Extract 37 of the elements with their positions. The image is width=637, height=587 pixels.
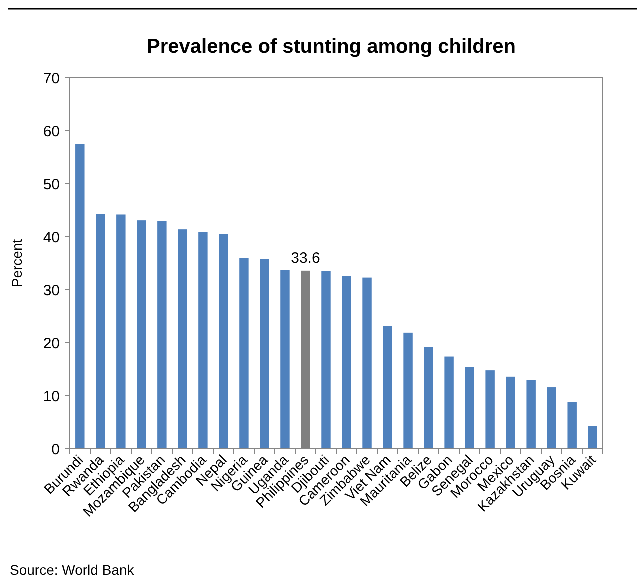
y-tick-label: 30 <box>43 282 60 300</box>
bar <box>568 402 577 449</box>
bar <box>322 271 331 449</box>
y-tick-label: 60 <box>43 123 60 140</box>
bar <box>158 221 167 449</box>
bar <box>444 356 454 449</box>
bar <box>76 144 85 449</box>
bar <box>96 214 106 449</box>
bar <box>424 347 434 449</box>
bar <box>280 270 290 449</box>
bar <box>178 230 188 449</box>
y-tick-label: 10 <box>43 388 60 406</box>
chart-title: Prevalence of stunting among children <box>147 36 516 58</box>
bar <box>588 426 598 449</box>
bar <box>342 276 352 449</box>
bar <box>219 234 228 449</box>
bar <box>404 332 413 449</box>
bar <box>260 259 270 449</box>
bar <box>116 214 126 449</box>
bar <box>506 376 516 449</box>
bar <box>526 380 536 449</box>
bar <box>383 326 392 449</box>
bar <box>465 367 474 449</box>
y-tick-label: 0 <box>52 441 60 458</box>
bar <box>198 232 208 449</box>
bar <box>137 220 146 449</box>
y-tick-label: 20 <box>43 335 60 352</box>
y-tick-label: 70 <box>43 70 60 88</box>
y-axis-title: Percent <box>9 239 25 288</box>
y-tick-label: 40 <box>43 229 60 246</box>
bar <box>547 388 556 449</box>
bar <box>240 258 249 449</box>
y-tick-label: 50 <box>43 176 60 194</box>
bar <box>486 370 495 449</box>
bar <box>362 278 372 449</box>
source-note: Source: World Bank <box>10 562 136 578</box>
data-label: 33.6 <box>291 250 320 267</box>
